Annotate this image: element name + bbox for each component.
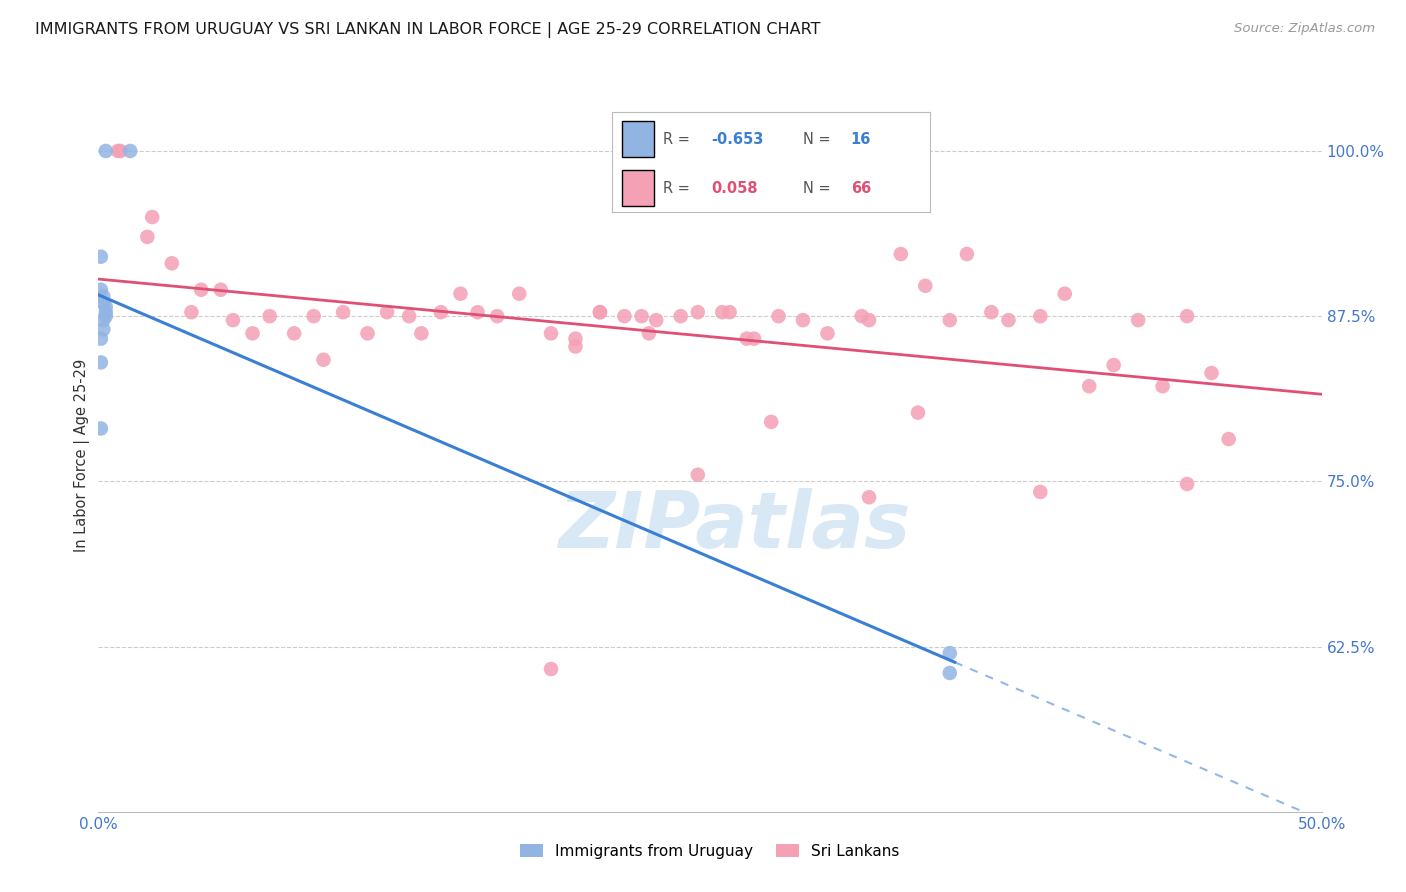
Text: Source: ZipAtlas.com: Source: ZipAtlas.com [1234, 22, 1375, 36]
Point [1152, 379, 1174, 393]
Point [91, 296, 114, 310]
Point [540, 662, 562, 676]
Point [430, 305, 453, 319]
Text: IMMIGRANTS FROM URUGUAY VS SRI LANKAN IN LABOR FORCE | AGE 25-29 CORRELATION CHA: IMMIGRANTS FROM URUGUAY VS SRI LANKAN IN… [35, 22, 821, 38]
Point [91, 322, 114, 336]
Point [375, 305, 398, 319]
Point [564, 340, 586, 354]
Point [94, 300, 117, 314]
Point [242, 326, 264, 341]
Point [486, 309, 509, 323]
Point [1175, 309, 1198, 323]
Point [907, 406, 929, 420]
Y-axis label: In Labor Force | Age 25-29: In Labor Force | Age 25-29 [75, 359, 90, 551]
Point [686, 467, 709, 482]
Point [742, 332, 765, 346]
Point [332, 305, 354, 319]
Point [222, 313, 245, 327]
Point [160, 256, 183, 270]
Point [90, 332, 112, 346]
Point [914, 278, 936, 293]
Point [1029, 309, 1052, 323]
Point [91, 289, 114, 303]
Point [669, 309, 692, 323]
Point [792, 313, 814, 327]
Point [90, 355, 112, 369]
Point [890, 247, 912, 261]
Point [1029, 484, 1052, 499]
Point [645, 313, 668, 327]
Point [761, 415, 783, 429]
Point [209, 283, 232, 297]
Point [564, 332, 586, 346]
Point [508, 286, 530, 301]
Point [589, 305, 612, 319]
Point [136, 230, 159, 244]
Point [630, 309, 652, 323]
Point [302, 309, 325, 323]
Point [980, 305, 1002, 319]
Point [94, 305, 117, 319]
Point [1128, 313, 1150, 327]
Point [141, 210, 163, 224]
Point [939, 646, 962, 660]
Point [858, 490, 880, 504]
Point [312, 352, 335, 367]
Text: ZIPatlas: ZIPatlas [558, 488, 911, 565]
Point [411, 326, 433, 341]
Point [120, 144, 142, 158]
Point [259, 309, 281, 323]
Point [356, 326, 378, 341]
Point [107, 144, 129, 158]
Point [851, 309, 873, 323]
Point [939, 313, 962, 327]
Point [686, 305, 709, 319]
Point [467, 305, 489, 319]
Point [613, 309, 636, 323]
Point [637, 326, 661, 341]
Point [1078, 379, 1101, 393]
Point [398, 309, 420, 323]
Point [90, 283, 112, 297]
Point [997, 313, 1019, 327]
Point [1201, 366, 1223, 380]
Point [858, 313, 880, 327]
Point [540, 326, 562, 341]
Point [735, 332, 758, 346]
Point [450, 286, 472, 301]
Point [94, 309, 117, 323]
Point [94, 144, 117, 158]
Point [589, 305, 612, 319]
Point [90, 250, 112, 264]
Point [956, 247, 979, 261]
Point [711, 305, 734, 319]
Point [1175, 477, 1198, 491]
Point [90, 421, 112, 435]
Point [817, 326, 839, 341]
Point [91, 313, 114, 327]
Point [180, 305, 202, 319]
Point [1218, 432, 1240, 446]
Point [768, 309, 790, 323]
Point [939, 665, 962, 680]
Point [110, 144, 132, 158]
Legend: Immigrants from Uruguay, Sri Lankans: Immigrants from Uruguay, Sri Lankans [515, 838, 905, 864]
Point [190, 283, 212, 297]
Point [283, 326, 305, 341]
Point [1102, 358, 1125, 372]
Point [1053, 286, 1076, 301]
Point [718, 305, 741, 319]
